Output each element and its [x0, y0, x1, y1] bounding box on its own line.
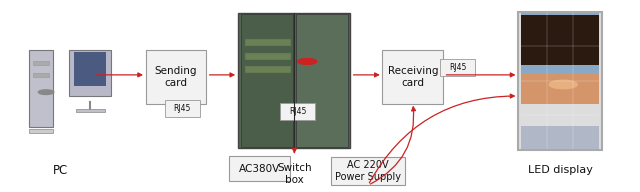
- Text: AC 220V
Power Supply: AC 220V Power Supply: [335, 160, 401, 182]
- FancyBboxPatch shape: [521, 15, 599, 65]
- FancyBboxPatch shape: [245, 39, 291, 46]
- FancyBboxPatch shape: [245, 66, 291, 73]
- FancyBboxPatch shape: [521, 126, 599, 149]
- Text: PC: PC: [53, 164, 68, 177]
- FancyBboxPatch shape: [33, 61, 49, 65]
- Circle shape: [38, 90, 54, 94]
- FancyBboxPatch shape: [383, 50, 443, 104]
- Text: Switch
box: Switch box: [277, 163, 312, 185]
- FancyBboxPatch shape: [521, 73, 599, 104]
- FancyBboxPatch shape: [521, 13, 599, 79]
- FancyBboxPatch shape: [76, 109, 105, 112]
- Text: Sending
card: Sending card: [155, 66, 197, 88]
- FancyBboxPatch shape: [241, 14, 293, 147]
- Text: RJ45: RJ45: [289, 107, 307, 116]
- Circle shape: [298, 59, 317, 64]
- FancyBboxPatch shape: [33, 73, 49, 77]
- FancyBboxPatch shape: [440, 59, 476, 76]
- FancyBboxPatch shape: [229, 156, 290, 181]
- Text: LED display: LED display: [527, 165, 593, 175]
- FancyBboxPatch shape: [280, 103, 315, 120]
- Text: Receiving
card: Receiving card: [388, 66, 438, 88]
- FancyBboxPatch shape: [29, 50, 53, 127]
- Circle shape: [549, 80, 577, 89]
- FancyBboxPatch shape: [74, 52, 106, 86]
- FancyBboxPatch shape: [146, 50, 206, 104]
- Text: AC380V: AC380V: [239, 164, 280, 174]
- FancyBboxPatch shape: [69, 50, 111, 96]
- FancyBboxPatch shape: [245, 53, 291, 60]
- Text: RJ45: RJ45: [173, 104, 191, 113]
- Text: RJ45: RJ45: [449, 63, 467, 72]
- FancyBboxPatch shape: [332, 157, 404, 185]
- FancyBboxPatch shape: [29, 129, 53, 133]
- FancyBboxPatch shape: [239, 13, 351, 148]
- FancyBboxPatch shape: [296, 14, 349, 147]
- FancyBboxPatch shape: [164, 100, 200, 117]
- FancyBboxPatch shape: [518, 12, 602, 150]
